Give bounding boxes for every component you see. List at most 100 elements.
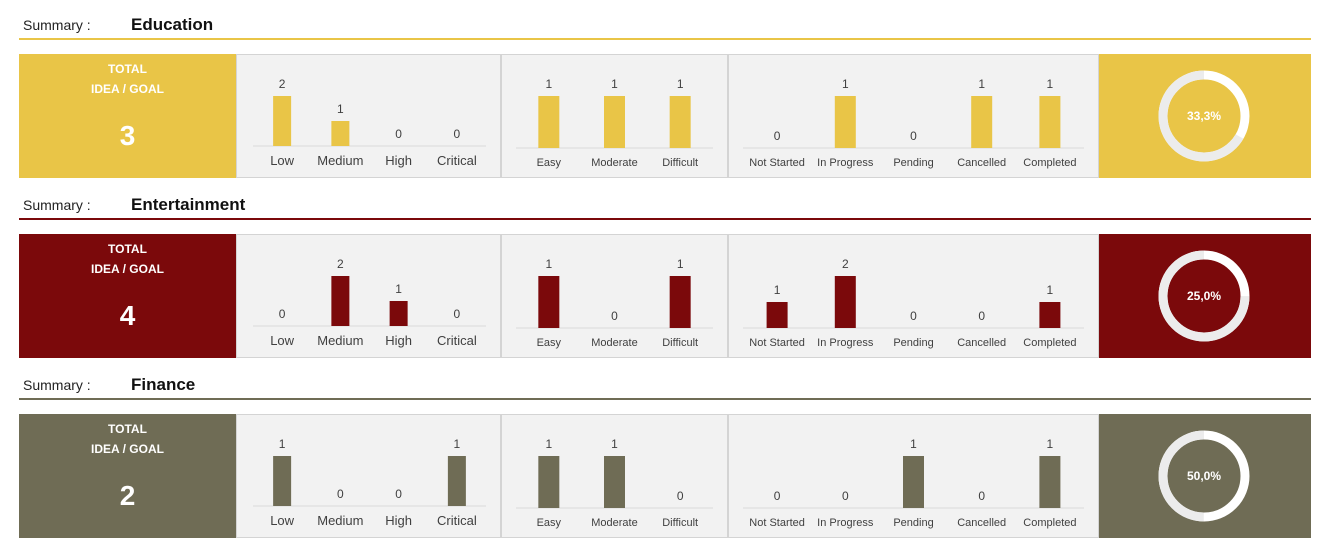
completion-donut-panel: 33,3%: [1099, 54, 1311, 178]
section-header: Summary : Entertainment: [19, 180, 1311, 220]
priority-chart: 0 Low 2 Medium 1 High 0 Critical: [253, 257, 486, 348]
bar-difficult: [669, 96, 691, 148]
category-label-high: High: [385, 153, 412, 168]
donut-remaining-slice: [1158, 250, 1250, 342]
value-label-low: 0: [279, 307, 286, 321]
category-label-moderate: Moderate: [591, 517, 637, 529]
value-label-not-started: 0: [774, 489, 781, 503]
donut-remaining-slice: [1158, 70, 1250, 162]
category-label-low: Low: [270, 333, 294, 348]
status-chart: 0 Not Started 0 In Progress 1 Pending 0 Cancell…: [743, 437, 1084, 529]
category-label-critical: Critical: [437, 513, 477, 528]
idea-goal-label: IDEA / GOAL: [91, 82, 164, 96]
donut-remaining-slice: [1158, 430, 1250, 522]
section-header: Summary : Finance: [19, 360, 1311, 400]
value-label-completed: 1: [1047, 283, 1054, 297]
value-label-not-started: 1: [774, 283, 781, 297]
priority-chart: 1 Low 0 Medium 0 High 1 Critical: [253, 437, 486, 528]
category-label-cancelled: Cancelled: [957, 517, 1006, 529]
value-label-medium: 2: [337, 257, 344, 271]
summary-section-entertainment: Summary : Entertainment TOTAL IDEA / GOA…: [0, 180, 1330, 360]
summary-section-finance: Summary : Finance TOTAL IDEA / GOAL 2 1 L…: [0, 360, 1330, 540]
completion-donut-panel: 25,0%: [1099, 234, 1311, 358]
bar-easy: [538, 96, 560, 148]
total-panel: TOTAL IDEA / GOAL 3: [19, 54, 236, 178]
category-label-critical: Critical: [437, 333, 477, 348]
section-title: Finance: [131, 375, 196, 394]
category-label-low: Low: [270, 513, 294, 528]
category-label-critical: Critical: [437, 153, 477, 168]
total-label: TOTAL: [108, 62, 147, 76]
total-label: TOTAL: [108, 242, 147, 256]
value-label-difficult: 0: [677, 489, 684, 503]
summary-row: TOTAL IDEA / GOAL 4 0 Low 2 Medium 1 High 0 Cri…: [19, 234, 1311, 358]
difficulty-chart-panel: 1 Easy 1 Moderate 0 Difficult: [501, 414, 728, 538]
bar-critical: [447, 456, 466, 506]
bar-in-progress: [834, 96, 856, 148]
category-label-in-progress: In Progress: [817, 157, 874, 169]
section-title: Education: [131, 15, 214, 34]
header-rule: [19, 38, 1311, 40]
summary-row: TOTAL IDEA / GOAL 3 2 Low 1 Medium 0 High 0 Cri…: [19, 54, 1311, 178]
value-label-low: 1: [279, 437, 286, 451]
bar-completed: [1039, 302, 1061, 328]
category-label-medium: Medium: [317, 153, 363, 168]
status-chart-panel: 1 Not Started 2 In Progress 0 Pending 0 Cancell…: [728, 234, 1099, 358]
value-label-low: 2: [279, 77, 286, 91]
status-chart-panel: 0 Not Started 0 In Progress 1 Pending 0 Cancell…: [728, 414, 1099, 538]
value-label-medium: 0: [337, 487, 344, 501]
priority-chart-panel: 2 Low 1 Medium 0 High 0 Critical: [236, 54, 501, 178]
difficulty-chart: 1 Easy 1 Moderate 0 Difficult: [516, 437, 713, 529]
header-rule: [19, 398, 1311, 400]
category-label-medium: Medium: [317, 333, 363, 348]
value-label-in-progress: 2: [842, 257, 849, 271]
value-label-easy: 1: [545, 77, 552, 91]
idea-goal-label: IDEA / GOAL: [91, 262, 164, 276]
bar-pending: [903, 456, 924, 508]
priority-chart-panel: 0 Low 2 Medium 1 High 0 Critical: [236, 234, 501, 358]
status-chart: 1 Not Started 2 In Progress 0 Pending 0 Cancell…: [743, 257, 1084, 349]
completion-donut-panel: 50,0%: [1099, 414, 1311, 538]
bar-difficult: [669, 276, 691, 328]
summary-label: Summary :: [23, 377, 91, 393]
value-label-moderate: 0: [611, 309, 618, 323]
priority-chart: 2 Low 1 Medium 0 High 0 Critical: [253, 77, 486, 168]
category-label-moderate: Moderate: [591, 337, 637, 349]
value-label-high: 0: [395, 127, 402, 141]
category-label-difficult: Difficult: [662, 517, 698, 529]
bar-cancelled: [971, 96, 993, 148]
value-label-in-progress: 1: [842, 77, 849, 91]
category-label-high: High: [385, 333, 412, 348]
category-label-low: Low: [270, 153, 294, 168]
priority-chart-panel: 1 Low 0 Medium 0 High 1 Critical: [236, 414, 501, 538]
value-label-completed: 1: [1047, 77, 1054, 91]
value-label-critical: 0: [454, 307, 461, 321]
bar-not-started: [766, 302, 788, 328]
total-value: 3: [119, 120, 136, 151]
bar-medium: [331, 121, 350, 146]
section-header: Summary : Education: [19, 0, 1311, 40]
percent-label: 50,0%: [1187, 469, 1221, 483]
value-label-not-started: 0: [774, 129, 781, 143]
summary-row: TOTAL IDEA / GOAL 2 1 Low 0 Medium 0 High 1 Cri…: [19, 414, 1311, 538]
total-value: 4: [119, 300, 136, 331]
category-label-easy: Easy: [537, 337, 562, 349]
bar-high: [389, 301, 408, 326]
category-label-not-started: Not Started: [749, 337, 805, 349]
category-label-moderate: Moderate: [591, 157, 637, 169]
percent-label: 33,3%: [1187, 109, 1221, 123]
category-label-pending: Pending: [893, 337, 933, 349]
bar-moderate: [604, 96, 625, 148]
category-label-cancelled: Cancelled: [957, 337, 1006, 349]
bar-low: [273, 456, 292, 506]
summary-label: Summary :: [23, 197, 91, 213]
value-label-in-progress: 0: [842, 489, 849, 503]
bar-completed: [1039, 96, 1061, 148]
bar-easy: [538, 456, 560, 508]
status-chart-panel: 0 Not Started 1 In Progress 0 Pending 1 Cancell…: [728, 54, 1099, 178]
value-label-completed: 1: [1047, 437, 1054, 451]
bar-in-progress: [834, 276, 856, 328]
completion-donut: 33,3%: [1158, 70, 1250, 162]
category-label-difficult: Difficult: [662, 157, 698, 169]
bar-medium: [331, 276, 350, 326]
